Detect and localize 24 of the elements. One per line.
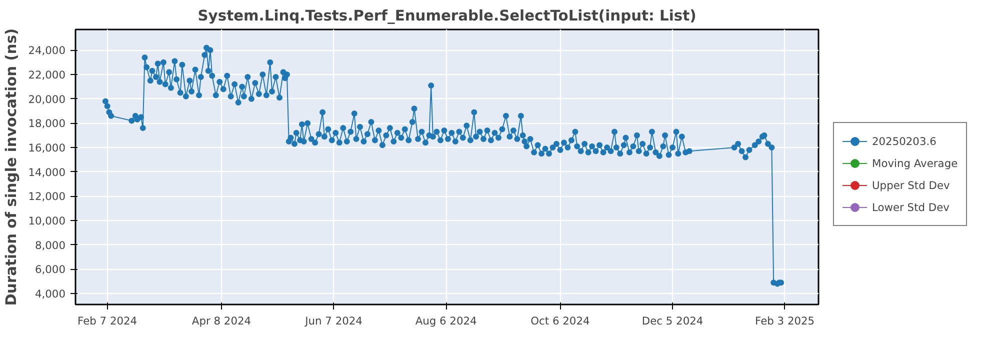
x-tick-label: Aug 6 2024 — [415, 314, 478, 328]
x-tick-label: Apr 8 2024 — [192, 314, 252, 328]
y-tick-label: 8,000 — [34, 238, 66, 252]
y-tick-label: 10,000 — [28, 214, 66, 228]
x-tick-label: Jun 7 2024 — [304, 314, 363, 328]
y-tick-label: 14,000 — [28, 166, 66, 179]
legend-label: Upper Std Dev — [872, 178, 950, 192]
x-tick-label: Feb 7 2024 — [78, 314, 138, 328]
y-tick-label: 20,000 — [28, 92, 66, 106]
y-tick-label: 22,000 — [28, 68, 66, 82]
x-tick-label: Oct 6 2024 — [530, 314, 590, 328]
y-tick-label: 18,000 — [28, 117, 66, 130]
x-tick-label: Feb 3 2025 — [755, 314, 815, 328]
y-tick-label: 24,000 — [28, 44, 66, 58]
y-tick-label: 16,000 — [28, 142, 66, 155]
legend-label: Lower Std Dev — [872, 200, 950, 214]
y-tick-label: 12,000 — [28, 190, 66, 204]
y-axis-title: Duration of single invocation (ns) — [3, 28, 20, 306]
legend-label: Moving Average — [872, 156, 958, 170]
legend-label: 20250203.6 — [872, 134, 936, 148]
y-tick-label: 4,000 — [34, 288, 66, 301]
x-tick-label: Dec 5 2024 — [642, 314, 704, 328]
y-tick-label: 6,000 — [34, 263, 66, 276]
chart-title: System.Linq.Tests.Perf_Enumerable.SelectToList(input: List) — [198, 8, 696, 24]
